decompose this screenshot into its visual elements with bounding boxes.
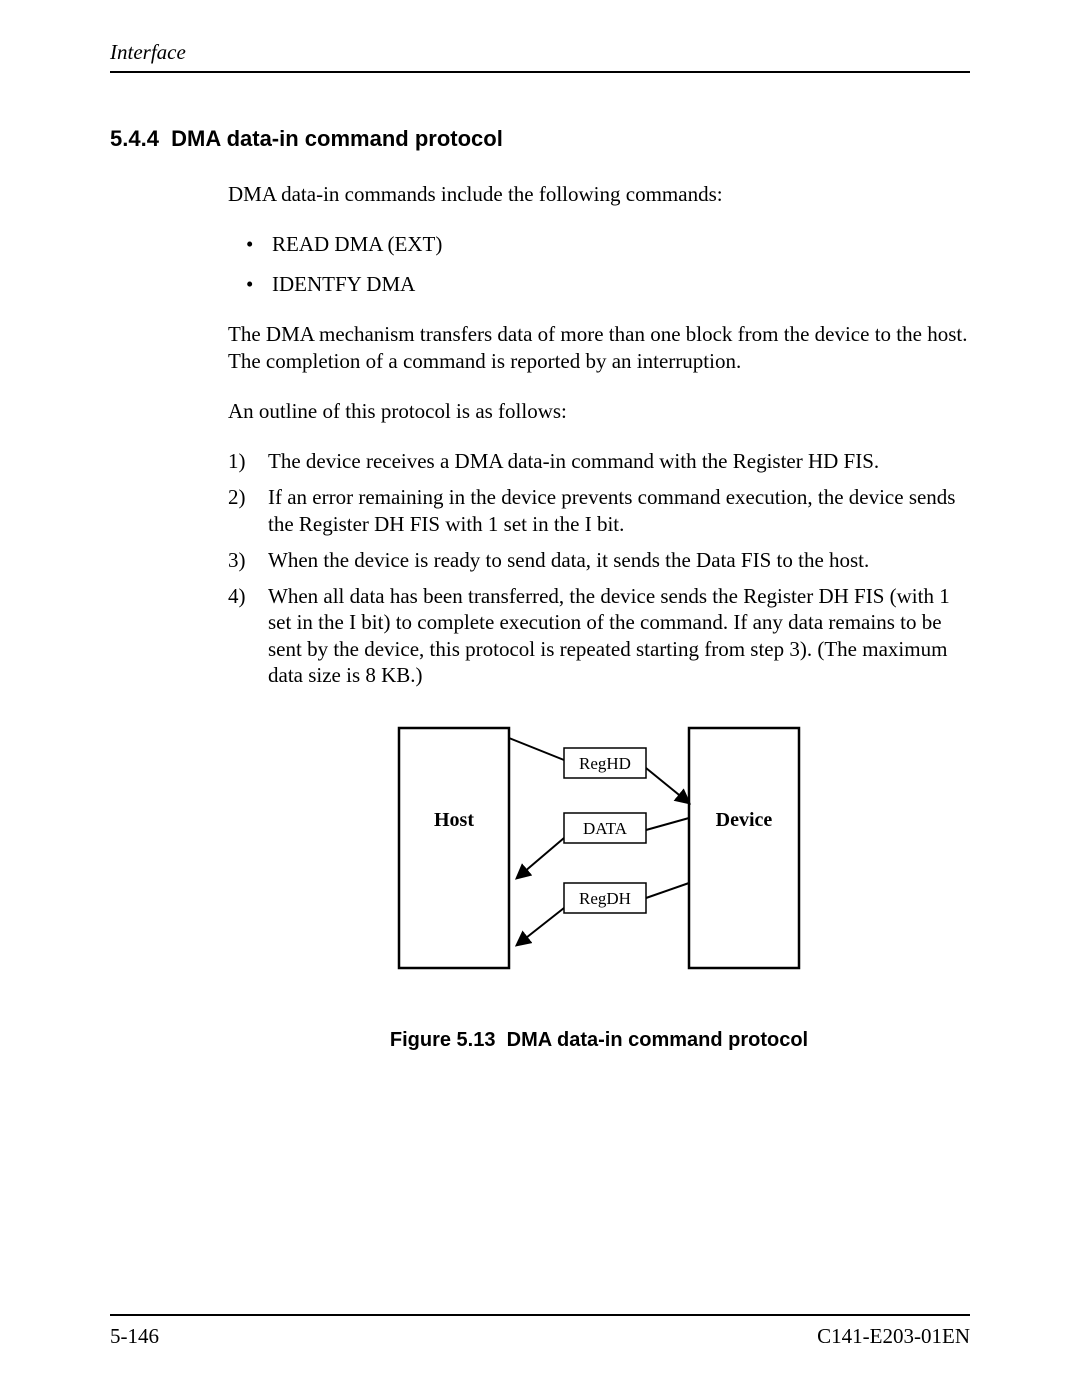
list-item: When the device is ready to send data, i… bbox=[228, 547, 970, 573]
content-area: 5.4.4 DMA data-in command protocol DMA d… bbox=[110, 125, 970, 1053]
bullet-list: READ DMA (EXT) IDENTFY DMA bbox=[228, 231, 970, 298]
top-rule bbox=[110, 71, 970, 73]
section-title: DMA data-in command protocol bbox=[171, 126, 503, 151]
numbered-list: The device receives a DMA data-in comman… bbox=[228, 448, 970, 688]
svg-text:DATA: DATA bbox=[583, 819, 628, 838]
intro-paragraph: DMA data-in commands include the followi… bbox=[228, 181, 970, 207]
page-number: 5-146 bbox=[110, 1324, 159, 1349]
svg-text:RegDH: RegDH bbox=[579, 889, 631, 908]
figure-title: DMA data-in command protocol bbox=[507, 1029, 808, 1051]
section-number: 5.4.4 bbox=[110, 126, 159, 151]
list-item: When all data has been transferred, the … bbox=[228, 583, 970, 688]
figure-caption: Figure 5.13 DMA data-in command protocol bbox=[228, 1028, 970, 1053]
page-footer: 5-146 C141-E203-01EN bbox=[110, 1314, 970, 1349]
list-item: If an error remaining in the device prev… bbox=[228, 484, 970, 537]
svg-text:Device: Device bbox=[716, 809, 773, 831]
doc-id: C141-E203-01EN bbox=[817, 1324, 970, 1349]
list-item: READ DMA (EXT) bbox=[228, 231, 970, 257]
list-item: The device receives a DMA data-in comman… bbox=[228, 448, 970, 474]
figure: Host Device RegHD DATA RegDH Figure 5.13 DMA… bbox=[228, 718, 970, 1053]
bottom-rule bbox=[110, 1314, 970, 1316]
section-heading: 5.4.4 DMA data-in command protocol bbox=[110, 125, 970, 153]
figure-number: Figure 5.13 bbox=[390, 1029, 496, 1051]
protocol-diagram: Host Device RegHD DATA RegDH bbox=[389, 718, 809, 978]
svg-text:RegHD: RegHD bbox=[579, 754, 631, 773]
svg-text:Host: Host bbox=[434, 809, 474, 831]
page: Interface 5.4.4 DMA data-in command prot… bbox=[0, 0, 1080, 1397]
body-paragraph: An outline of this protocol is as follow… bbox=[228, 398, 970, 424]
body-paragraph: The DMA mechanism transfers data of more… bbox=[228, 321, 970, 374]
running-head: Interface bbox=[110, 40, 970, 65]
list-item: IDENTFY DMA bbox=[228, 271, 970, 297]
